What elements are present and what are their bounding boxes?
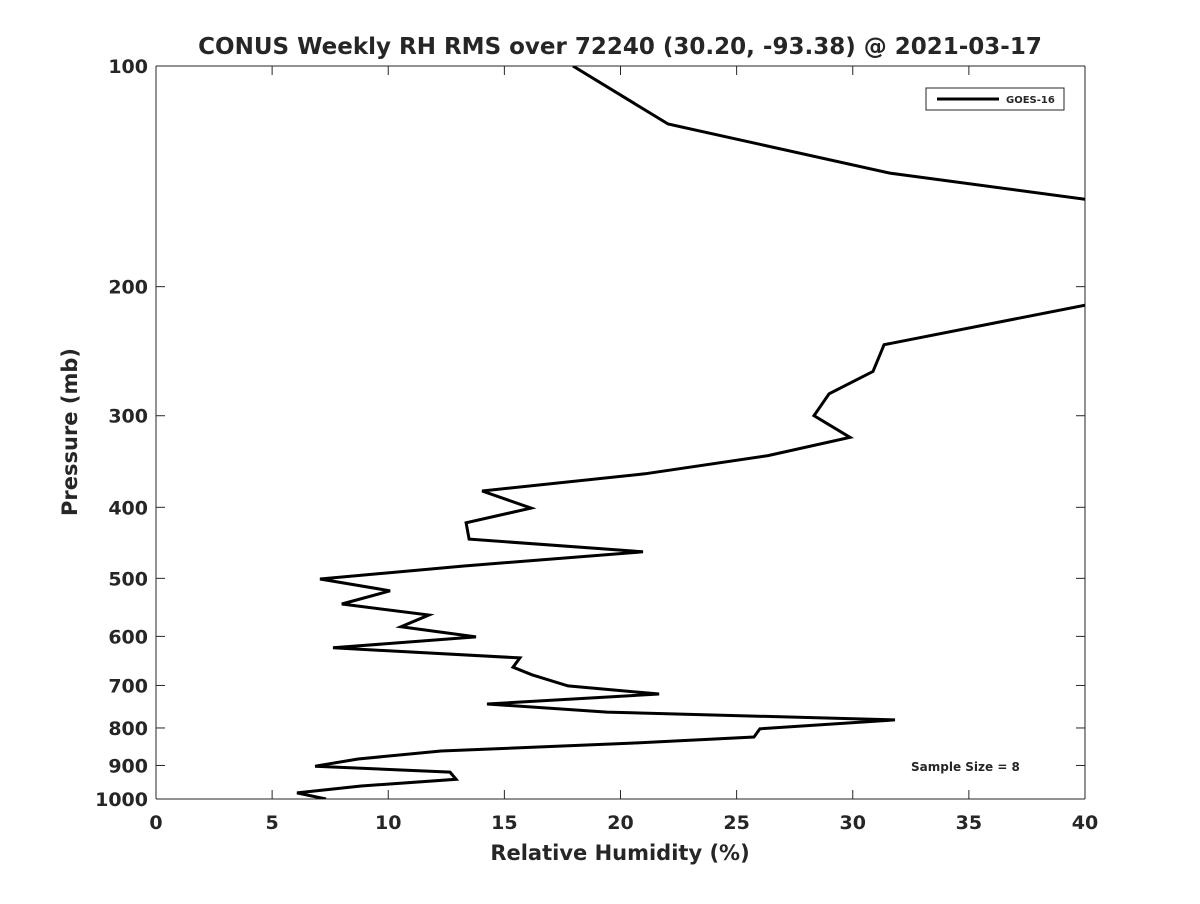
y-tick-label: 900 bbox=[108, 755, 148, 777]
chart-title: CONUS Weekly RH RMS over 72240 (30.20, -… bbox=[198, 34, 1042, 60]
x-tick-label: 35 bbox=[956, 812, 982, 834]
legend: GOES-16 bbox=[925, 87, 1065, 111]
x-tick-label: 25 bbox=[723, 812, 749, 834]
x-axis-label: Relative Humidity (%) bbox=[490, 841, 749, 865]
y-tick-label: 200 bbox=[108, 277, 148, 299]
y-tick-label: 800 bbox=[108, 718, 148, 740]
y-tick-label: 400 bbox=[108, 497, 148, 519]
y-tick-label: 600 bbox=[108, 626, 148, 648]
y-tick-label: 500 bbox=[108, 568, 148, 590]
x-tick-label: 20 bbox=[607, 812, 633, 834]
y-tick-label: 100 bbox=[108, 56, 148, 78]
x-tick-label: 40 bbox=[1072, 812, 1098, 834]
y-tick-label: 700 bbox=[108, 675, 148, 697]
y-axis-label: Pressure (mb) bbox=[58, 348, 82, 516]
x-tick-label: 30 bbox=[840, 812, 866, 834]
sample-size-annotation: Sample Size = 8 bbox=[911, 760, 1020, 774]
series-line-goes-16 bbox=[296, 303, 1085, 799]
x-tick-label: 10 bbox=[375, 812, 401, 834]
x-tick-label: 5 bbox=[266, 812, 279, 834]
x-ticks: 0 5 10 15 20 25 30 35 40 bbox=[149, 66, 1098, 834]
y-ticks: 100 200 300 400 500 600 700 800 900 1000 bbox=[95, 56, 1086, 811]
axes bbox=[155, 66, 1085, 800]
series-line-goes-16 bbox=[572, 66, 1085, 201]
y-tick-label: 300 bbox=[108, 406, 148, 428]
x-tick-label: 0 bbox=[149, 812, 162, 834]
series-lines bbox=[296, 66, 1085, 799]
y-tick-label: 1000 bbox=[95, 789, 148, 811]
legend-label-goes-16: GOES-16 bbox=[1006, 95, 1055, 106]
x-tick-label: 15 bbox=[491, 812, 517, 834]
